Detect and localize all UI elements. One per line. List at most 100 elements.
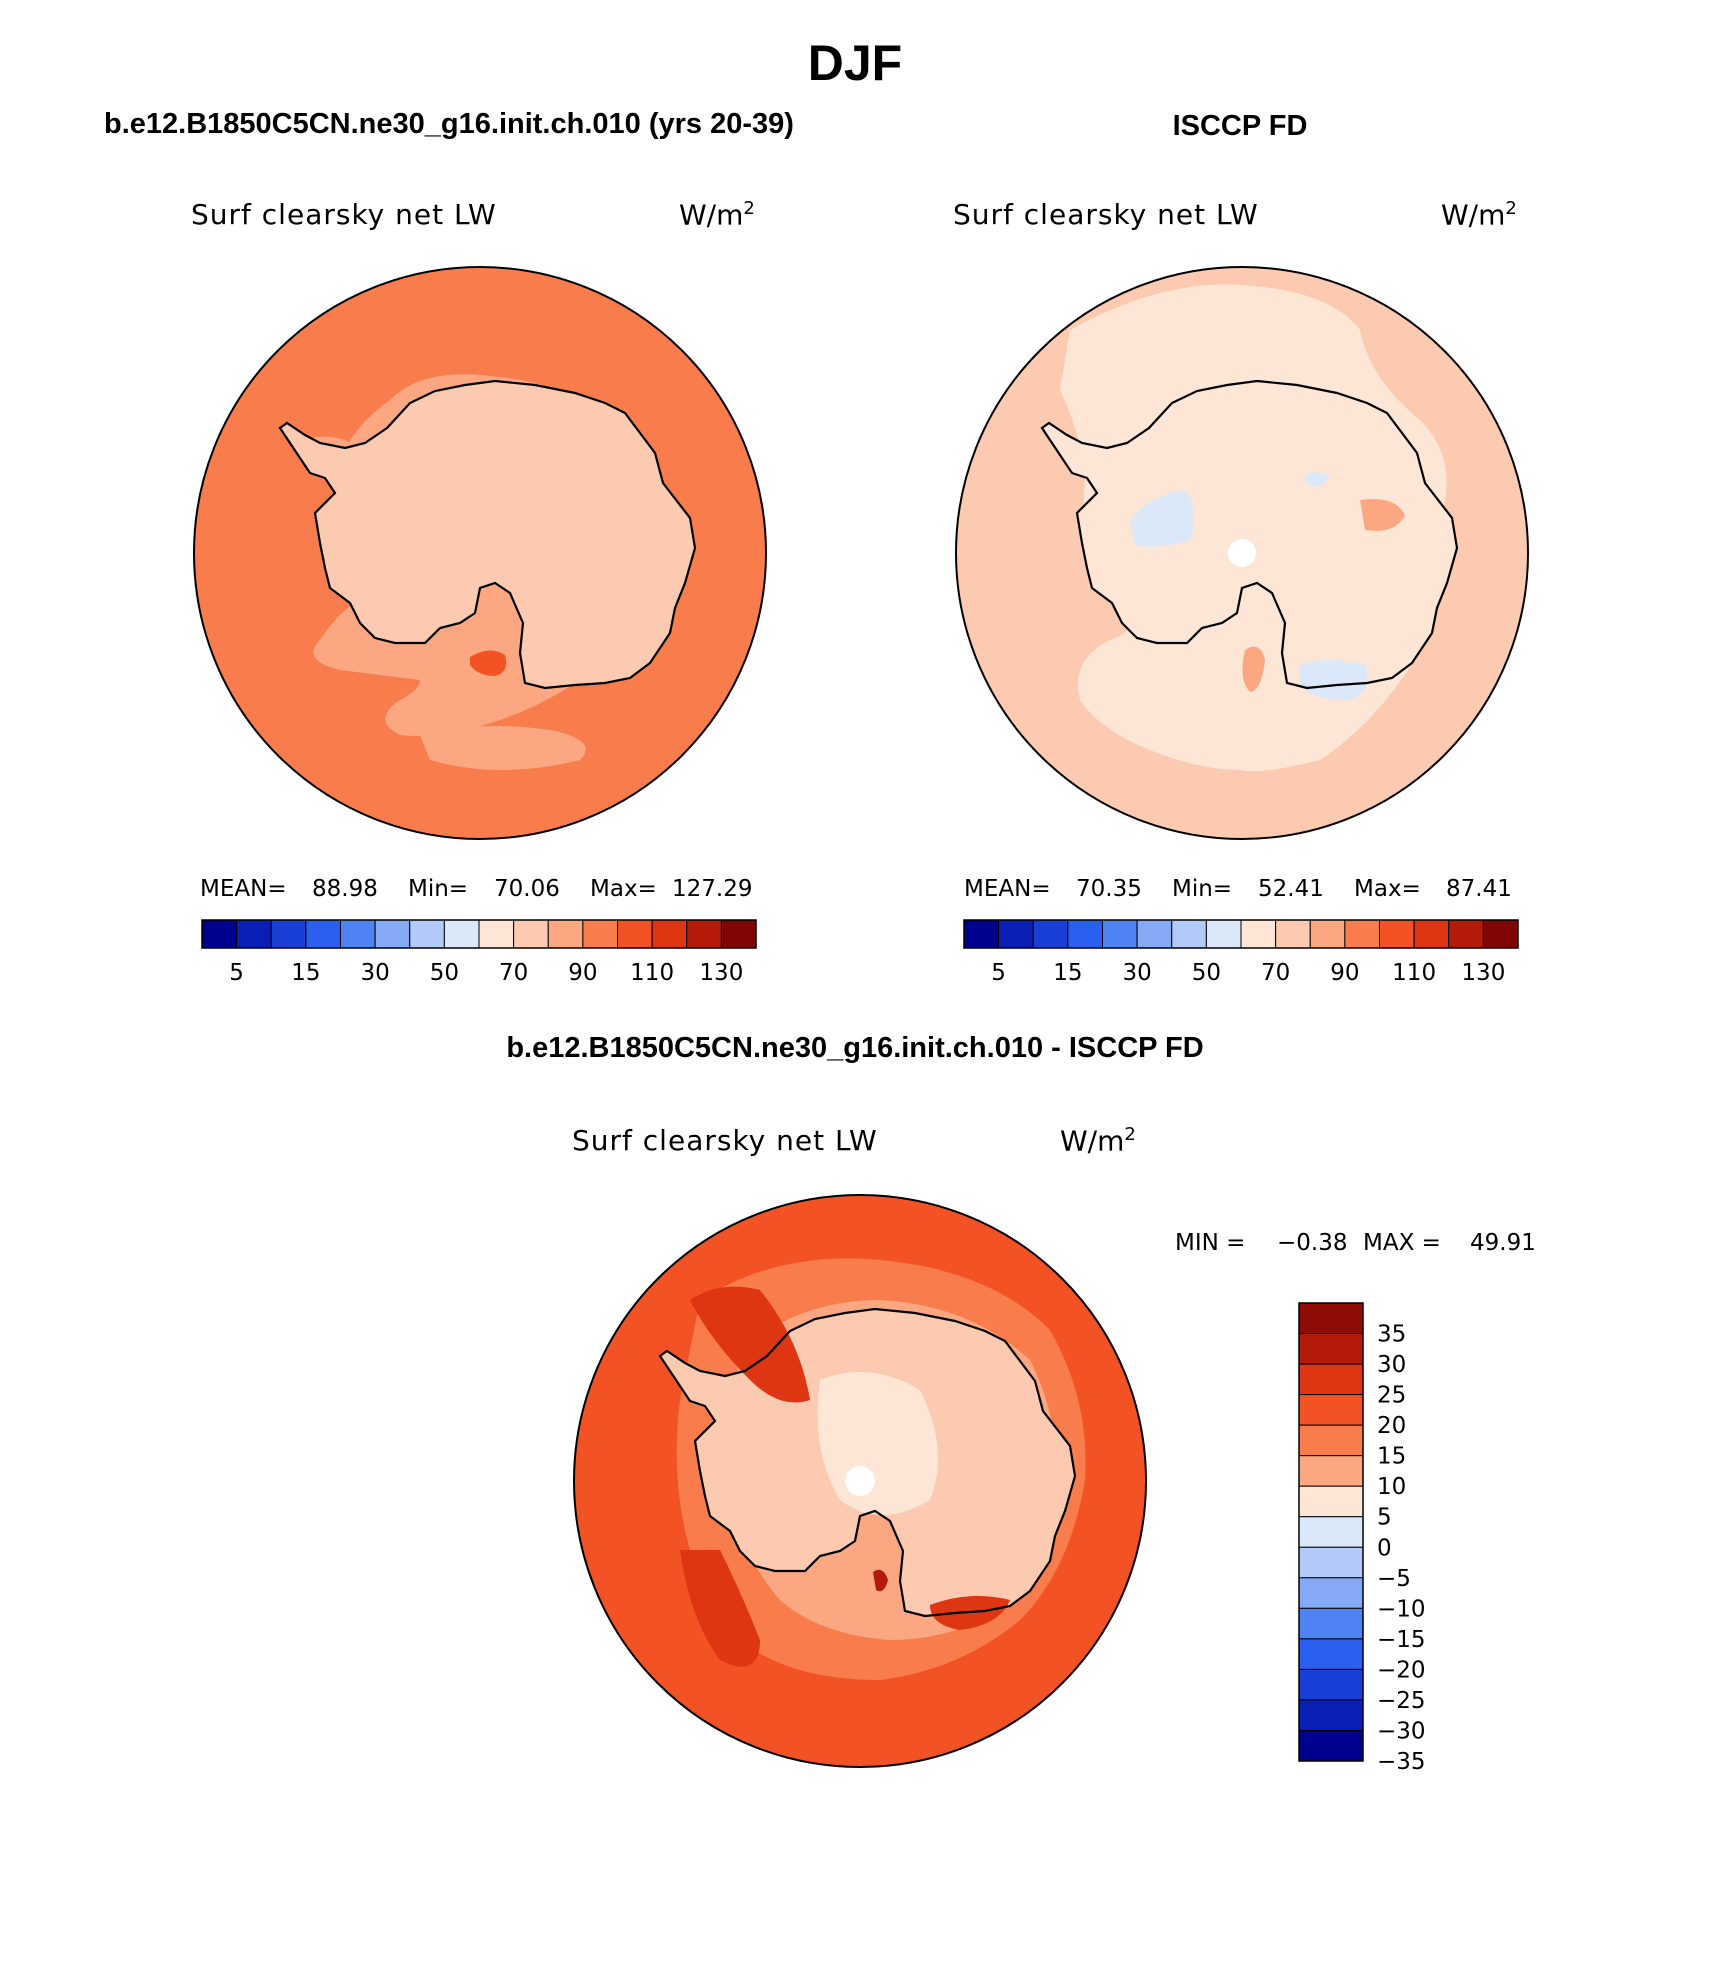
model-colorbar-swatch bbox=[201, 919, 238, 949]
obs-colorbar-tick-label: 50 bbox=[1192, 960, 1221, 986]
obs-colorbar-swatch bbox=[1379, 919, 1415, 949]
diff-colorbar-tick-label: 5 bbox=[1377, 1505, 1392, 1531]
obs-colorbar-swatch bbox=[1413, 919, 1450, 949]
obs-units-text: W/m bbox=[1441, 198, 1506, 232]
diff-variable-label: Surf clearsky net LW bbox=[572, 1124, 878, 1157]
model-units-text: W/m bbox=[679, 198, 744, 232]
diff-colorbar-swatch bbox=[1298, 1607, 1364, 1640]
diff-colorbar-swatch bbox=[1298, 1577, 1364, 1609]
obs-colorbar-swatch bbox=[1275, 919, 1311, 949]
model-colorbar-tick-label: 5 bbox=[229, 960, 244, 986]
obs-blue-patch-a bbox=[1130, 490, 1194, 547]
diff-max-label: MAX = bbox=[1363, 1230, 1441, 1256]
diff-min-value: −0.38 bbox=[1277, 1230, 1348, 1256]
diff-colorbar-tick-label: −35 bbox=[1377, 1749, 1426, 1775]
diff-units-text: W/m bbox=[1060, 1124, 1125, 1158]
obs-colorbar-tick-label: 15 bbox=[1053, 960, 1082, 986]
model-colorbar-tick-label: 50 bbox=[430, 960, 459, 986]
model-colorbar-swatch bbox=[340, 919, 376, 949]
diff-colorbar-tick-label: −5 bbox=[1377, 1566, 1411, 1592]
model-mean-label: MEAN= bbox=[200, 876, 287, 902]
diff-colorbar-tick-label: −10 bbox=[1377, 1596, 1426, 1622]
diff-panel-header: b.e12.B1850C5CN.ne30_g16.init.ch.010 - I… bbox=[506, 1032, 1204, 1064]
diff-colorbar-swatch bbox=[1298, 1729, 1364, 1762]
main-title: DJF bbox=[807, 35, 903, 91]
model-colorbar-tick-label: 90 bbox=[568, 960, 597, 986]
obs-colorbar-swatch bbox=[998, 919, 1034, 949]
diff-colorbar-tick-label: 20 bbox=[1377, 1413, 1406, 1439]
diff-colorbar-tick-label: −20 bbox=[1377, 1657, 1426, 1683]
obs-colorbar-swatch bbox=[1309, 919, 1346, 949]
diff-units-label: W/m2 bbox=[1060, 1124, 1136, 1157]
obs-colorbar-swatch bbox=[1482, 919, 1519, 949]
obs-max-label: Max= bbox=[1354, 876, 1421, 902]
model-colorbar-tick-label: 70 bbox=[499, 960, 528, 986]
diff-colorbar: 35 30 25 20 15 10 5 0 −5 −10 −15 −20 −25 −30 −35 bbox=[1298, 1302, 1426, 1775]
obs-colorbar-swatch bbox=[1448, 919, 1484, 949]
obs-max-value: 87.41 bbox=[1446, 876, 1512, 902]
diff-units-exponent: 2 bbox=[1124, 1124, 1136, 1145]
diff-colorbar-tick-label: 35 bbox=[1377, 1322, 1406, 1348]
model-mean-value: 88.98 bbox=[312, 876, 378, 902]
model-colorbar-swatch bbox=[582, 919, 618, 949]
obs-colorbar-tick-label: 70 bbox=[1261, 960, 1290, 986]
diff-colorbar-swatch bbox=[1298, 1699, 1364, 1731]
diff-colorbar-swatch bbox=[1298, 1638, 1364, 1670]
obs-colorbar-swatch bbox=[1344, 919, 1380, 949]
model-colorbar-swatch bbox=[478, 919, 515, 949]
model-units-label: W/m2 bbox=[679, 198, 755, 231]
model-colorbar-swatch bbox=[686, 919, 722, 949]
model-colorbar-swatch bbox=[305, 919, 341, 949]
model-colorbar: 5 15 30 50 70 90 110 130 bbox=[201, 919, 757, 986]
obs-colorbar-tick-label: 90 bbox=[1330, 960, 1359, 986]
obs-pole-hole bbox=[1228, 539, 1256, 567]
diff-colorbar-swatch bbox=[1298, 1485, 1364, 1518]
obs-colorbar-tick-label: 110 bbox=[1392, 960, 1436, 986]
diff-colorbar-swatch bbox=[1298, 1302, 1364, 1335]
obs-colorbar-tick-label: 30 bbox=[1122, 960, 1151, 986]
diff-colorbar-tick-label: 0 bbox=[1377, 1535, 1392, 1561]
model-colorbar-swatch bbox=[443, 919, 480, 949]
model-colorbar-swatch bbox=[236, 919, 272, 949]
model-max-label: Max= bbox=[590, 876, 657, 902]
obs-colorbar-swatch bbox=[1032, 919, 1069, 949]
diff-colorbar-tick-label: 15 bbox=[1377, 1444, 1406, 1470]
model-units-exponent: 2 bbox=[743, 198, 755, 219]
diff-darkest-spot bbox=[873, 1569, 888, 1592]
obs-colorbar-swatch bbox=[1102, 919, 1138, 949]
obs-map-border bbox=[955, 266, 1529, 840]
diff-colorbar-tick-label: 25 bbox=[1377, 1383, 1406, 1409]
model-colorbar-swatch bbox=[374, 919, 411, 949]
diff-colorbar-swatch bbox=[1298, 1546, 1364, 1579]
diff-colorbar-swatch bbox=[1298, 1363, 1364, 1396]
model-min-label: Min= bbox=[408, 876, 469, 902]
diff-colorbar-swatch bbox=[1298, 1333, 1364, 1365]
obs-blue-patch-b bbox=[1300, 660, 1368, 700]
obs-min-label: Min= bbox=[1172, 876, 1233, 902]
diff-dark-west bbox=[680, 1550, 760, 1667]
diff-max-value: 49.91 bbox=[1470, 1230, 1536, 1256]
obs-colorbar-swatch bbox=[1205, 919, 1242, 949]
diff-colorbar-swatch bbox=[1298, 1424, 1364, 1457]
obs-variable-label: Surf clearsky net LW bbox=[953, 198, 1259, 231]
obs-blue-patch-c bbox=[1305, 472, 1330, 487]
diff-pole-hole bbox=[845, 1466, 875, 1496]
diff-colorbar-tick-label: 30 bbox=[1377, 1352, 1406, 1378]
model-colorbar-swatch bbox=[651, 919, 688, 949]
obs-units-exponent: 2 bbox=[1505, 198, 1517, 219]
model-map-border bbox=[193, 266, 767, 840]
model-colorbar-swatch bbox=[270, 919, 307, 949]
obs-mean-label: MEAN= bbox=[964, 876, 1051, 902]
model-colorbar-swatch bbox=[513, 919, 549, 949]
diff-colorbar-tick-label: −15 bbox=[1377, 1627, 1426, 1653]
obs-warm-patch-b bbox=[1242, 646, 1265, 692]
obs-colorbar-swatch bbox=[1240, 919, 1277, 949]
diff-min-label: MIN = bbox=[1175, 1230, 1246, 1256]
diff-colorbar-tick-label: 10 bbox=[1377, 1474, 1406, 1500]
model-colorbar-swatch bbox=[409, 919, 445, 949]
model-max-value: 127.29 bbox=[672, 876, 753, 902]
obs-colorbar: 5 15 30 50 70 90 110 130 bbox=[963, 919, 1519, 986]
diff-colorbar-swatch bbox=[1298, 1668, 1364, 1701]
diff-colorbar-swatch bbox=[1298, 1394, 1364, 1426]
